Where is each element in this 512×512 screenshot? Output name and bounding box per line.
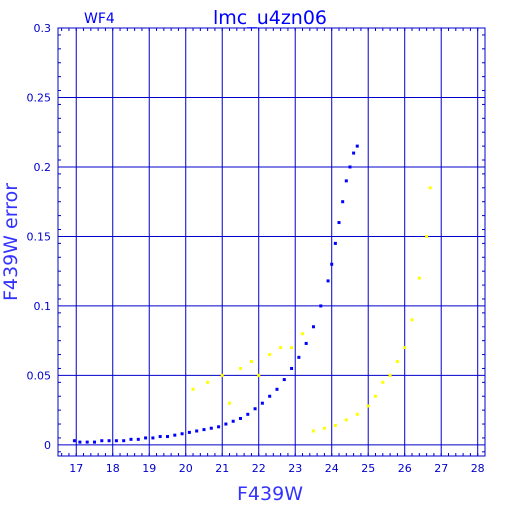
secondary-data-point — [425, 234, 429, 238]
main-data-point — [195, 429, 199, 433]
main-data-point — [333, 241, 337, 245]
secondary-data-point — [249, 360, 253, 364]
main-data-point — [355, 144, 359, 148]
tick-labels: 17 18 19 20 21 22 23 24 25 26 27 28 0 0.05 0.1 0.15 0.2 0… — [27, 22, 485, 475]
secondary-data-point — [366, 404, 370, 408]
main-data-point — [348, 165, 352, 169]
secondary-data-point — [228, 401, 232, 405]
y-tick-label: 0.05 — [27, 369, 52, 382]
x-tick-label: 27 — [434, 462, 448, 475]
main-data-point — [260, 401, 264, 405]
secondary-data-point — [290, 346, 294, 350]
main-data-point — [165, 435, 169, 439]
main-data-point — [92, 440, 96, 444]
main-data-point — [217, 425, 221, 429]
main-data-point — [180, 432, 184, 436]
secondary-data-point — [333, 423, 337, 427]
grid-lines — [58, 27, 485, 456]
main-data-point — [224, 422, 228, 426]
chart-title: lmc_u4zn06 — [213, 7, 327, 29]
main-data-point — [304, 341, 308, 345]
secondary-data-point — [395, 360, 399, 364]
main-data-point — [78, 440, 82, 444]
main-data-point — [268, 394, 272, 398]
main-data-point — [326, 279, 330, 283]
secondary-data-point — [191, 387, 195, 391]
x-tick-label: 22 — [252, 462, 266, 475]
main-data-point — [330, 262, 334, 266]
secondary-data-point — [301, 332, 305, 336]
y-axis-label: F439W error — [0, 183, 22, 301]
main-data-point — [129, 437, 133, 441]
main-data-point — [136, 437, 140, 441]
x-tick-label: 23 — [288, 462, 302, 475]
secondary-data-point — [381, 380, 385, 384]
y-tick-label: 0.2 — [34, 161, 52, 174]
main-data-point — [341, 200, 345, 204]
x-tick-label: 26 — [398, 462, 412, 475]
main-data-point — [297, 355, 301, 359]
main-data-point — [337, 221, 341, 225]
secondary-data-point — [268, 353, 272, 357]
x-tick-label: 18 — [106, 462, 120, 475]
secondary-data-point — [417, 276, 421, 280]
main-data-point — [100, 439, 104, 443]
secondary-data-point — [311, 429, 315, 433]
secondary-data-point — [410, 318, 414, 322]
main-data-point — [173, 433, 177, 437]
x-tick-label: 28 — [471, 462, 485, 475]
main-data-point — [107, 439, 111, 443]
main-data-point — [311, 325, 315, 329]
y-tick-label: 0.1 — [34, 300, 52, 313]
y-tick-label: 0.25 — [27, 91, 52, 104]
secondary-data-point — [206, 380, 210, 384]
secondary-data-point — [428, 186, 432, 190]
y-tick-label: 0 — [44, 439, 51, 452]
axis-ticks — [58, 28, 486, 456]
main-data-point — [114, 439, 118, 443]
secondary-data-point — [322, 426, 326, 430]
plot-frame — [57, 27, 486, 457]
main-data-point — [290, 366, 294, 370]
data-points — [72, 144, 432, 444]
x-tick-label: 21 — [215, 462, 229, 475]
secondary-data-point — [257, 373, 261, 377]
panel-label: WF4 — [84, 11, 115, 27]
secondary-data-point — [238, 366, 242, 370]
main-data-point — [282, 378, 286, 382]
secondary-data-point — [403, 346, 407, 350]
secondary-data-point — [374, 394, 378, 398]
main-data-point — [352, 151, 356, 155]
x-tick-label: 25 — [361, 462, 375, 475]
main-data-point — [72, 439, 76, 443]
secondary-data-point — [388, 373, 392, 377]
main-data-point — [238, 416, 242, 420]
y-tick-label: 0.15 — [27, 230, 52, 243]
main-data-point — [209, 426, 213, 430]
x-tick-label: 20 — [179, 462, 193, 475]
main-data-point — [253, 407, 257, 411]
main-data-point — [122, 439, 126, 443]
x-tick-label: 24 — [325, 462, 339, 475]
main-data-point — [231, 419, 235, 423]
x-axis-label: F439W — [237, 483, 303, 505]
main-data-point — [151, 436, 155, 440]
main-data-point — [85, 440, 89, 444]
x-tick-label: 17 — [69, 462, 83, 475]
main-data-point — [202, 428, 206, 432]
secondary-data-point — [279, 346, 283, 350]
main-data-point — [246, 412, 250, 416]
y-tick-label: 0.3 — [34, 22, 52, 35]
main-data-point — [275, 387, 279, 391]
main-data-point — [144, 436, 148, 440]
main-data-point — [158, 435, 162, 439]
x-tick-label: 19 — [142, 462, 156, 475]
main-data-point — [319, 304, 323, 308]
secondary-data-point — [355, 412, 359, 416]
main-data-point — [344, 179, 348, 183]
main-data-point — [187, 430, 191, 434]
secondary-data-point — [344, 418, 348, 422]
secondary-data-point — [220, 373, 224, 377]
